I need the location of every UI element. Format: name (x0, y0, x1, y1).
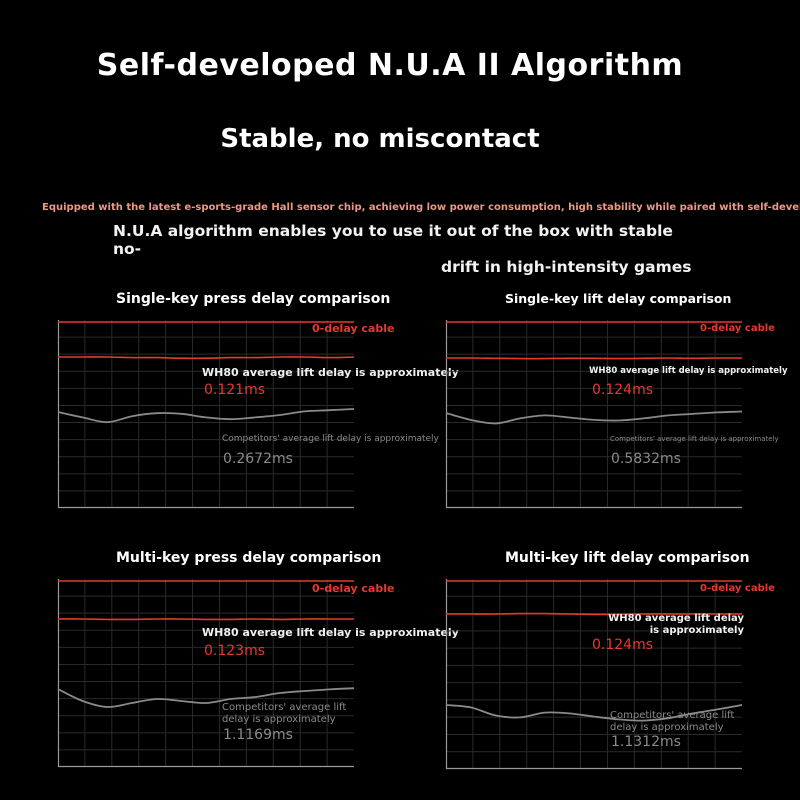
wh80-label: WH80 average lift delay is approximately (202, 366, 459, 379)
chart-grid (58, 320, 354, 508)
wh80-label: WH80 average lift delay is approximately (202, 626, 459, 639)
series-line-wh80 (58, 356, 355, 360)
wh80-value: 0.121ms (204, 382, 266, 398)
legend-zero-delay: 0-delay cable (312, 582, 395, 595)
chart-grid (446, 579, 742, 769)
wh80-value: 0.124ms (592, 637, 654, 653)
competitor-value: 1.1312ms (611, 734, 681, 750)
series-line-competitor (57, 408, 355, 424)
chart-svg (445, 579, 743, 770)
chart-multi-lift (445, 579, 743, 770)
chart-svg (57, 320, 355, 509)
chart-grid (446, 320, 742, 508)
legend-zero-delay: 0-delay cable (312, 322, 395, 335)
chart-svg (445, 320, 743, 509)
chart-title-single-lift: Single-key lift delay comparison (505, 291, 732, 306)
chart-svg (57, 579, 355, 768)
description-small: Equipped with the latest e-sports-grade … (42, 202, 800, 213)
competitor-label: Competitors' average lift delay is appro… (222, 434, 439, 444)
chart-single-lift (445, 320, 743, 509)
competitor-label: Competitors' average lift delay is appro… (610, 710, 735, 733)
competitor-label: Competitors' average lift delay is appro… (222, 702, 347, 725)
competitor-label: Competitors' average lift delay is appro… (610, 435, 779, 443)
chart-title-multi-press: Multi-key press delay comparison (116, 550, 382, 566)
competitor-value: 0.2672ms (223, 451, 293, 467)
chart-title-single-press: Single-key press delay comparison (116, 291, 391, 307)
series-line-wh80 (445, 357, 742, 360)
legend-zero-delay: 0-delay cable (700, 323, 775, 334)
wh80-value: 0.124ms (592, 382, 654, 398)
competitor-value: 1.1169ms (223, 727, 293, 743)
description-large: N.U.A algorithm enables you to use it ou… (113, 222, 693, 276)
wh80-label: WH80 average lift delay is approximately (589, 366, 788, 376)
legend-zero-delay: 0-delay cable (700, 583, 775, 594)
page-title: Self-developed N.U.A II Algorithm (96, 48, 684, 83)
wh80-label: WH80 average lift delay is approximately (608, 613, 744, 636)
series-line-competitor (445, 704, 743, 722)
description-line-1: N.U.A algorithm enables you to use it ou… (113, 222, 673, 258)
description-line-2: drift in high-intensity games (441, 258, 692, 276)
series-line-wh80 (446, 612, 742, 616)
chart-title-multi-lift: Multi-key lift delay comparison (505, 550, 750, 566)
page-subtitle: Stable, no miscontact (220, 124, 540, 154)
wh80-value: 0.123ms (204, 643, 266, 659)
chart-grid (58, 579, 354, 767)
series-line-competitor (445, 410, 743, 425)
series-line-wh80 (57, 618, 354, 621)
competitor-value: 0.5832ms (611, 451, 681, 467)
chart-multi-press (57, 579, 355, 768)
chart-single-press (57, 320, 355, 509)
series-line-competitor (57, 687, 355, 708)
